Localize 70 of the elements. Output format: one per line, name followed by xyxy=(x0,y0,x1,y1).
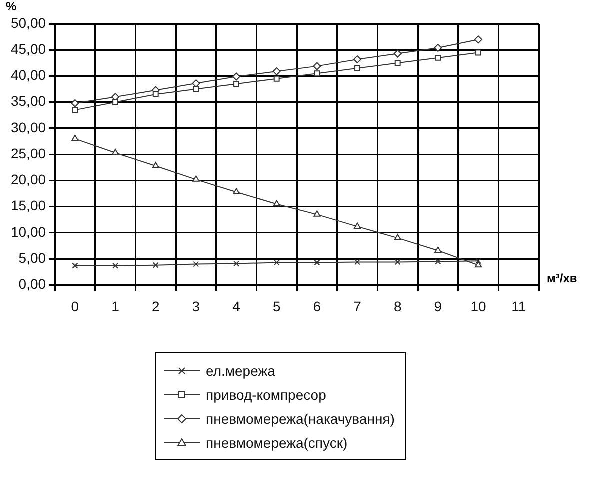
point xyxy=(474,261,482,268)
x-tick-label: 4 xyxy=(232,298,241,314)
point xyxy=(72,262,78,269)
point xyxy=(476,258,482,264)
point xyxy=(234,81,240,88)
point xyxy=(152,162,160,168)
point xyxy=(313,62,322,70)
point xyxy=(274,76,280,82)
point xyxy=(112,262,119,269)
point xyxy=(474,36,483,44)
x-tick-label: 5 xyxy=(272,298,281,314)
legend-label: пневмомережа(спуск) xyxy=(206,435,348,451)
point xyxy=(72,107,78,114)
point xyxy=(314,210,321,217)
y-tick-label: 35,00 xyxy=(10,93,46,110)
point xyxy=(272,68,281,76)
y-tick-label: 25,00 xyxy=(10,145,46,162)
legend-label: привод-компресор xyxy=(206,387,326,403)
point xyxy=(435,54,442,61)
point xyxy=(274,260,280,266)
point xyxy=(232,188,240,194)
point xyxy=(112,149,120,156)
x-tick-label: 11 xyxy=(512,298,526,314)
point xyxy=(71,99,80,108)
point xyxy=(476,50,482,56)
x-tick-label: 2 xyxy=(152,298,160,314)
legend-label: пневмомережа(накачування) xyxy=(206,411,395,427)
point xyxy=(193,86,200,92)
x-tick-label: 8 xyxy=(394,298,402,314)
point xyxy=(152,92,159,98)
point xyxy=(434,44,442,52)
y-tick-label: 15,00 xyxy=(10,198,46,214)
point xyxy=(394,60,401,66)
point xyxy=(394,50,402,58)
legend-label: ел.мережа xyxy=(206,363,276,379)
point xyxy=(434,246,442,253)
point xyxy=(232,72,241,81)
point xyxy=(314,70,320,77)
point xyxy=(193,261,200,268)
x-tick-label: 0 xyxy=(71,298,80,314)
y-tick-label: 10,00 xyxy=(10,224,46,240)
point xyxy=(152,262,159,268)
x-tick-label: 3 xyxy=(192,298,200,314)
y-tick-label: 45,00 xyxy=(10,40,46,57)
y-tick-label: 5,00 xyxy=(18,250,46,266)
point xyxy=(112,99,119,106)
point xyxy=(354,56,362,64)
point xyxy=(72,134,79,142)
y-tick-label: 40,00 xyxy=(10,67,46,84)
x-tick-label: 7 xyxy=(354,298,362,314)
y-tick-label: 50,00 xyxy=(10,14,46,31)
point xyxy=(192,176,200,182)
point xyxy=(394,259,401,266)
point xyxy=(273,200,280,206)
x-tick-label: 6 xyxy=(313,298,322,314)
y-tick-label: 0,00 xyxy=(18,276,46,292)
x-axis-title: м³/хв xyxy=(547,272,578,286)
y-tick-label: 20,00 xyxy=(10,172,46,188)
point xyxy=(435,258,442,265)
point xyxy=(354,65,360,72)
point xyxy=(314,260,320,266)
y-tick-label: 30,00 xyxy=(10,119,46,136)
x-tick-label: 10 xyxy=(470,298,486,314)
y-axis-title: % xyxy=(6,0,17,14)
point xyxy=(354,222,362,229)
point xyxy=(354,259,360,266)
x-tick-label: 1 xyxy=(112,298,120,314)
x-tick-label: 9 xyxy=(434,298,442,314)
point xyxy=(234,260,240,267)
point xyxy=(394,234,402,240)
